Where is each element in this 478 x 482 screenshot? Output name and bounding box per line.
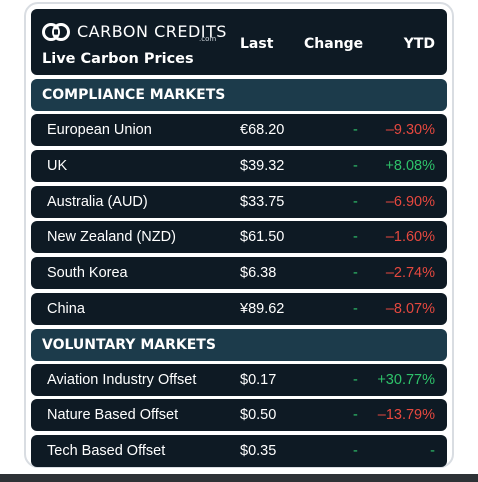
price-change: - <box>353 158 358 174</box>
market-name: Tech Based Offset <box>47 443 166 459</box>
price-change: - <box>353 194 358 210</box>
ytd-change: +8.08% <box>385 158 435 174</box>
carbon-credits-logo-icon <box>42 23 70 41</box>
market-name: European Union <box>47 122 152 138</box>
brand-name: CARBON CREDITS <box>77 22 227 41</box>
ytd-change: - <box>430 443 435 459</box>
table-row[interactable]: Tech Based Offset $0.35 - - <box>31 435 447 467</box>
widget-title: Live Carbon Prices <box>42 51 194 67</box>
price-change: - <box>353 301 358 317</box>
last-price: $0.17 <box>240 372 277 388</box>
ytd-change: +30.77% <box>377 372 435 388</box>
table-row[interactable]: European Union €68.20 - –9.30% <box>31 114 447 146</box>
market-name: China <box>47 301 85 317</box>
ytd-change: –9.30% <box>385 122 435 138</box>
last-price: $39.32 <box>240 158 285 174</box>
ytd-change: –13.79% <box>377 407 435 423</box>
table-row[interactable]: China ¥89.62 - –8.07% <box>31 293 447 325</box>
column-header-ytd: YTD <box>403 36 435 52</box>
last-price: ¥89.62 <box>240 301 285 317</box>
column-header-change: Change <box>304 36 364 52</box>
price-change: - <box>353 372 358 388</box>
widget-header: CARBON CREDITS .com Live Carbon Prices L… <box>31 9 447 75</box>
table-row[interactable]: Nature Based Offset $0.50 - –13.79% <box>31 399 447 431</box>
last-price: $6.38 <box>240 265 277 281</box>
last-price: $61.50 <box>240 229 285 245</box>
last-price: €68.20 <box>240 122 285 138</box>
price-change: - <box>353 265 358 281</box>
last-price: $0.50 <box>240 407 277 423</box>
window-bottom-bar <box>0 474 478 482</box>
ytd-change: –8.07% <box>385 301 435 317</box>
price-change: - <box>353 229 358 245</box>
market-name: Australia (AUD) <box>47 194 148 210</box>
ytd-change: –1.60% <box>385 229 435 245</box>
column-header-last: Last <box>240 36 274 52</box>
section-header: COMPLIANCE MARKETS <box>31 79 447 111</box>
market-name: UK <box>47 158 68 174</box>
last-price: $33.75 <box>240 194 285 210</box>
brand-logo: CARBON CREDITS <box>41 19 227 45</box>
table-row[interactable]: Australia (AUD) $33.75 - –6.90% <box>31 186 447 218</box>
price-change: - <box>353 407 358 423</box>
market-name: New Zealand (NZD) <box>47 229 176 245</box>
table-row[interactable]: Aviation Industry Offset $0.17 - +30.77% <box>31 364 447 396</box>
brand-domain-suffix: .com <box>199 35 217 43</box>
market-name: Nature Based Offset <box>47 407 179 423</box>
price-change: - <box>353 122 358 138</box>
table-row[interactable]: South Korea $6.38 - –2.74% <box>31 257 447 289</box>
table-row[interactable]: New Zealand (NZD) $61.50 - –1.60% <box>31 221 447 253</box>
section-header: VOLUNTARY MARKETS <box>31 328 447 361</box>
table-row[interactable]: UK $39.32 - +8.08% <box>31 150 447 182</box>
last-price: $0.35 <box>240 443 277 459</box>
price-change: - <box>353 443 358 459</box>
market-name: South Korea <box>47 265 128 281</box>
ytd-change: –2.74% <box>385 265 435 281</box>
ytd-change: –6.90% <box>385 194 435 210</box>
market-name: Aviation Industry Offset <box>47 372 197 388</box>
